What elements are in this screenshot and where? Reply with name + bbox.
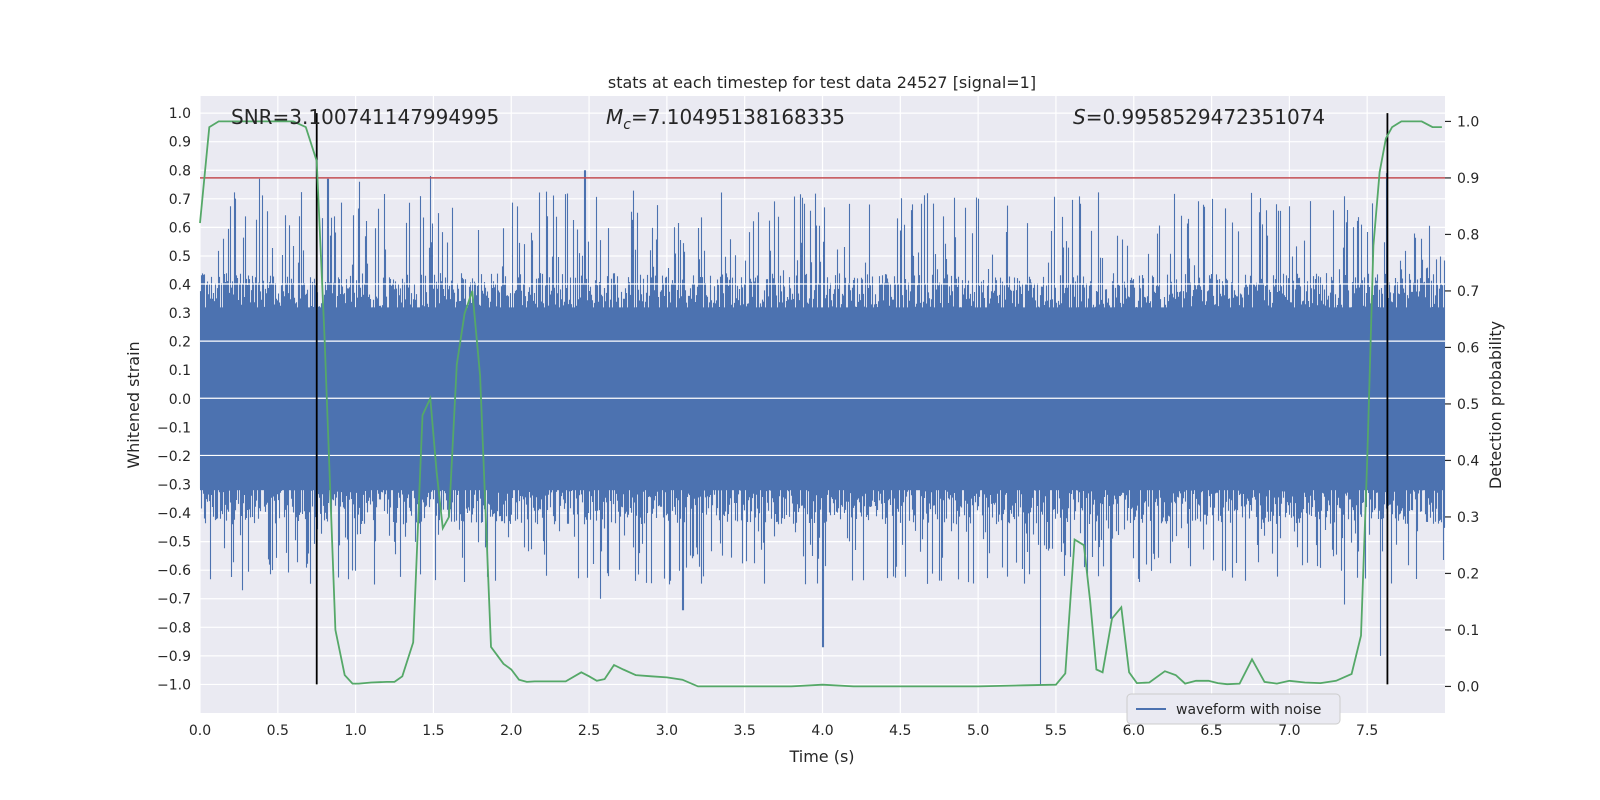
y-tick-label: 0.8 <box>169 163 191 179</box>
y-tick-label: 0.1 <box>169 363 191 379</box>
s-annotation: S=0.9958529472351074 <box>1073 105 1325 129</box>
legend-box <box>1126 693 1341 725</box>
y-tick-label: 0.4 <box>169 278 191 294</box>
x-tick-label: 0.0 <box>189 723 211 739</box>
y-tick-label: −0.4 <box>157 506 191 522</box>
y-tick-label: 0.6 <box>169 220 191 236</box>
chart-title: stats at each timestep for test data 245… <box>608 73 1036 92</box>
x-axis-label: Time (s) <box>788 747 854 766</box>
y2-tick-label: 0.3 <box>1457 510 1479 526</box>
chirp-mass-annotation: Mc=7.10495138168335 <box>606 105 845 133</box>
x-tick-label: 2.5 <box>578 723 600 739</box>
x-tick-label: 1.0 <box>344 723 366 739</box>
y2-tick-label: 0.1 <box>1457 623 1479 639</box>
x-tick-label: 1.5 <box>422 723 444 739</box>
x-tick-label: 0.5 <box>267 723 289 739</box>
event-lines <box>315 113 1389 685</box>
x-tick-label: 6.0 <box>1123 723 1145 739</box>
y-tick-label: 0.9 <box>169 135 191 151</box>
x-tick-label: 6.5 <box>1200 723 1222 739</box>
y-tick-label: −0.3 <box>157 477 191 493</box>
x-tick-label: 5.0 <box>967 723 989 739</box>
x-tick-label: 7.0 <box>1278 723 1300 739</box>
x-tick-label: 4.5 <box>889 723 911 739</box>
y-tick-label: −0.5 <box>157 535 191 551</box>
y2-tick-label: 0.6 <box>1457 340 1479 356</box>
waveform-series <box>199 170 1446 685</box>
x-tick-label: 5.5 <box>1045 723 1067 739</box>
y-tick-label: −0.1 <box>157 420 191 436</box>
y-tick-label: −0.2 <box>157 449 191 465</box>
y-tick-label: 1.0 <box>169 106 191 122</box>
y-axis-ticks: −1.0 −0.9 −0.8 −0.7 −0.6 −0.5 −0.4 −0.3 −0.2 −0.1… <box>157 106 191 693</box>
y-tick-label: −0.8 <box>157 620 191 636</box>
y2-tick-label: 0.4 <box>1457 453 1479 469</box>
y-tick-label: −0.7 <box>157 592 191 608</box>
y2-axis-label: Detection probability <box>1486 321 1505 489</box>
y2-tick-label: 0.8 <box>1457 227 1479 243</box>
y-tick-label: −0.9 <box>157 649 191 665</box>
y2-axis-ticks: 0.0 0.1 0.2 0.3 0.4 0.5 0.6 0.7 0.8 0.9 1.0 <box>1445 114 1479 695</box>
legend: waveform with noise <box>1126 693 1341 725</box>
y2-tick-label: 0.0 <box>1457 679 1479 695</box>
x-tick-label: 3.5 <box>734 723 756 739</box>
x-tick-label: 3.0 <box>656 723 678 739</box>
y-tick-label: −0.6 <box>157 563 191 579</box>
x-tick-label: 2.0 <box>500 723 522 739</box>
y2-tick-label: 0.5 <box>1457 397 1479 413</box>
y-tick-label: 0.0 <box>169 392 191 408</box>
x-tick-label: 4.0 <box>811 723 833 739</box>
y2-tick-label: 0.7 <box>1457 284 1479 300</box>
y-tick-label: 0.3 <box>169 306 191 322</box>
y-tick-label: 0.2 <box>169 335 191 351</box>
legend-label: waveform with noise <box>1176 702 1321 718</box>
y-tick-label: 0.5 <box>169 249 191 265</box>
x-tick-label: 7.5 <box>1356 723 1378 739</box>
detection-probability-line <box>199 120 1442 688</box>
x-axis-ticks: 0.0 0.5 1.0 1.5 2.0 2.5 3.0 3.5 4.0 4.5 5.0 5.5 6.0 6… <box>189 723 1378 739</box>
y-axis-label: Whitened strain <box>124 341 143 468</box>
y2-tick-label: 0.2 <box>1457 566 1479 582</box>
y2-tick-label: 1.0 <box>1457 114 1479 130</box>
snr-annotation: SNR=3.100741147994995 <box>231 105 499 129</box>
y-tick-label: −1.0 <box>157 677 191 693</box>
y-tick-label: 0.7 <box>169 192 191 208</box>
y2-tick-label: 0.9 <box>1457 171 1479 187</box>
